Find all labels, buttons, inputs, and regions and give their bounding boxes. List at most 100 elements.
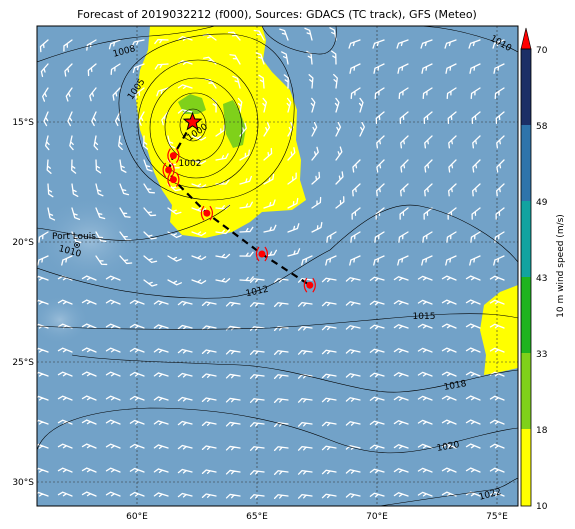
wind-barb <box>321 277 337 283</box>
wind-barb <box>311 146 319 161</box>
lat-tick-label: 25°S <box>12 358 34 368</box>
wind-barb <box>496 135 505 149</box>
wind-barb <box>321 469 337 475</box>
port-louis-label: Port Louis <box>52 232 96 242</box>
wind-barb <box>331 50 337 65</box>
wind-barb <box>420 39 433 49</box>
wind-barb <box>129 491 145 497</box>
wind-barb <box>496 183 505 197</box>
wind-barb <box>57 347 73 353</box>
wind-barb <box>311 196 322 209</box>
isobar-1010-east <box>419 26 518 53</box>
wind-barb <box>153 396 169 402</box>
wind-barb <box>494 231 505 243</box>
wind-barb <box>201 493 217 498</box>
wind-barb <box>345 277 361 282</box>
wind-barb <box>258 74 265 89</box>
wind-barb <box>154 63 169 70</box>
wind-barb <box>469 255 481 266</box>
wind-barb <box>345 421 361 426</box>
wind-barb <box>249 446 265 451</box>
wind-barb <box>396 39 409 49</box>
wind-barb <box>421 255 433 266</box>
wind-barb <box>441 467 457 473</box>
wind-barb <box>153 348 169 354</box>
forecast-position-dot <box>306 281 314 289</box>
wind-barb <box>225 469 241 475</box>
wind-barb <box>46 159 52 174</box>
wind-barb <box>441 323 457 329</box>
wind-barb <box>201 445 217 450</box>
wind-barb <box>465 275 481 281</box>
wind-barb <box>446 231 457 243</box>
isobar-label: 1020 <box>436 440 461 454</box>
wind-barb <box>369 492 385 498</box>
wind-barb <box>114 111 121 127</box>
wind-barb <box>43 111 49 127</box>
wind-barb <box>105 299 121 305</box>
wind-barb <box>321 349 337 355</box>
wind-barb <box>64 63 73 77</box>
wind-barb <box>95 183 104 197</box>
wind-barb <box>239 149 250 161</box>
wind-barb <box>321 325 337 331</box>
isobar-1004 <box>137 59 259 189</box>
wind-barb <box>215 253 231 259</box>
wind-barb <box>37 299 49 305</box>
lon-axis: 60°E 65°E 70°E 75°E <box>126 512 508 522</box>
wind-barb <box>37 275 49 281</box>
wind-barb <box>229 54 241 65</box>
wind-barb <box>249 470 265 475</box>
wind-barb <box>129 443 145 449</box>
wind-barb <box>283 74 289 89</box>
wind-barb <box>335 196 345 209</box>
wind-barb <box>465 347 481 353</box>
wind-barb <box>421 63 433 74</box>
wind-barb <box>95 255 108 266</box>
wind-barb <box>369 468 385 474</box>
cyclone-symbol-arcs <box>303 277 316 293</box>
wind-barb <box>143 183 156 194</box>
forecast-position-dot <box>169 176 177 184</box>
wind-barb <box>492 39 505 49</box>
wind-barb <box>358 97 364 113</box>
wind-barb <box>154 38 169 45</box>
wind-barb <box>201 397 217 402</box>
wind-barb <box>372 39 385 49</box>
wind-barb <box>448 135 457 149</box>
wind-barb <box>167 279 182 286</box>
wind-barb <box>489 323 505 329</box>
wind-barb <box>239 251 254 257</box>
wind-barb <box>253 29 265 41</box>
wind-barb <box>143 159 153 172</box>
wind-barb <box>201 325 217 330</box>
wind-barb <box>239 276 254 282</box>
wind-barb <box>112 87 121 101</box>
isobar-1020 <box>37 407 518 454</box>
isobar-1008-east <box>261 26 337 55</box>
wind-barb <box>191 183 207 189</box>
wind-barb <box>161 111 169 126</box>
wind-barb <box>287 172 297 185</box>
wind-barb <box>287 223 300 233</box>
wind-barb <box>311 221 323 233</box>
wind-barb <box>448 159 457 173</box>
wind-barb <box>57 467 73 473</box>
wind-barb <box>321 445 337 451</box>
wind-barb <box>495 111 505 124</box>
isobar-1018 <box>71 354 518 393</box>
wind-barb <box>249 350 265 355</box>
wind-barb <box>369 300 385 306</box>
wind-barb <box>249 494 265 499</box>
wind-barb <box>376 135 385 149</box>
wind-barb <box>470 231 481 243</box>
wind-barb <box>249 374 265 379</box>
wind-barb <box>447 207 457 220</box>
wind-barb <box>376 159 385 173</box>
wind-barb <box>399 207 409 220</box>
wind-barb <box>39 39 49 53</box>
wind-barb <box>465 395 481 401</box>
wind-barb <box>37 491 49 497</box>
wind-barb <box>393 348 409 353</box>
map-panel: 1000 1002 1005 1008 1010 1010 1012 1015 … <box>37 26 518 506</box>
